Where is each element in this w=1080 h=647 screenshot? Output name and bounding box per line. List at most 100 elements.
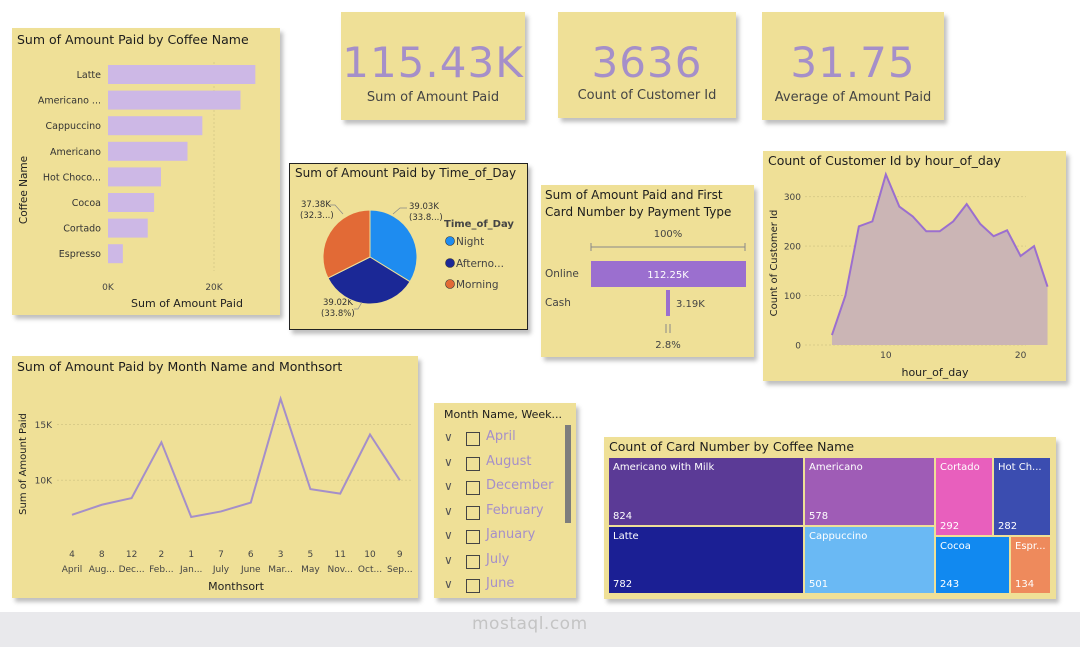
coffee-bar-chart-card[interactable]: Sum of Amount Paid by Coffee Name Coffee…	[12, 28, 280, 315]
line-series[interactable]	[71, 395, 401, 519]
slicer-title: Month Name, Week...	[444, 408, 563, 421]
treemap-cell[interactable]: Latte 782	[608, 526, 804, 594]
x-tick-sublabel: Jan...	[179, 565, 202, 575]
chevron-down-icon[interactable]: ∨	[444, 552, 453, 567]
treemap-cell[interactable]: Espr... 134	[1010, 536, 1051, 594]
chevron-down-icon[interactable]: ∨	[444, 528, 453, 542]
x-tick-sublabel: June	[240, 565, 261, 575]
treemap-cell[interactable]: Hot Ch... 282	[993, 457, 1051, 536]
y-tick-label: 15K	[35, 421, 53, 431]
hour-of-day-area-chart: Count of Customer Id hour_of_day 0 100 200…	[769, 171, 1049, 379]
y-tick-label: 10K	[35, 477, 53, 487]
x-tick-sublabel: Oct...	[358, 565, 382, 575]
treemap-cell[interactable]: Cortado 292	[935, 457, 993, 536]
treemap-cell[interactable]: Americano with Milk 824	[608, 457, 804, 526]
chevron-down-icon[interactable]: ∨	[444, 430, 453, 444]
treemap-cell[interactable]: Cocoa 243	[935, 536, 1010, 594]
month-slicer-card[interactable]: Month Name, Week... ∨ April ∨ August ∨ Decemb…	[434, 403, 576, 598]
pie-data-label-pct: (33.8...)	[409, 213, 443, 223]
x-tick-label: 20K	[205, 283, 223, 293]
x-tick-label: 8	[99, 550, 105, 560]
checkbox[interactable]	[466, 554, 480, 569]
time-of-day-pie-chart: Time_of_Day Night Afterno... Morning 39.…	[300, 200, 514, 319]
monthly-line-chart-card[interactable]: Sum of Amount Paid by Month Name and Mon…	[12, 356, 418, 598]
hour-of-day-area-card[interactable]: Count of Customer Id by hour_of_day Coun…	[763, 151, 1066, 381]
chart-title: Sum of Amount Paid by Coffee Name	[17, 32, 249, 47]
kpi-label: Count of Customer Id	[577, 88, 717, 103]
pie-data-label-value: 37.38K	[301, 200, 331, 210]
leader-line	[330, 204, 344, 215]
legend-title: Time_of_Day	[444, 219, 514, 230]
area-line[interactable]	[831, 171, 1049, 336]
pie-slice-morning[interactable]	[322, 209, 371, 279]
bar[interactable]	[108, 167, 161, 187]
kpi-card-average-amount[interactable]: 31.75 Average of Amount Paid	[762, 12, 944, 120]
slicer-item-label: April	[486, 429, 516, 444]
checkbox[interactable]	[466, 456, 480, 471]
chevron-down-icon[interactable]: ∨	[444, 454, 453, 469]
treemap-cell-value: 501	[809, 579, 829, 590]
kpi-card-sum-amount[interactable]: 115.43K Sum of Amount Paid	[341, 12, 525, 120]
area-fill	[831, 174, 1048, 345]
bar[interactable]	[108, 193, 155, 212]
chart-title: Count of Customer Id by hour_of_day	[768, 153, 1001, 168]
y-tick-label: 100	[784, 292, 801, 302]
kpi-value: 31.75	[790, 38, 916, 87]
bar[interactable]	[108, 244, 123, 264]
chart-title-line1: Sum of Amount Paid and First	[545, 188, 723, 202]
treemap-cell[interactable]: Cappuccino 501	[804, 526, 935, 594]
treemap-cell-value: 292	[940, 521, 960, 532]
category-label: Cappuccino	[46, 121, 102, 132]
slicer-list: ∨ April ∨ August ∨ December ∨ February ∨ January ∨…	[434, 429, 564, 598]
chevron-down-icon[interactable]: ∨	[444, 577, 453, 591]
category-label: Hot Choco...	[43, 172, 101, 183]
chevron-down-icon[interactable]: ∨	[444, 503, 453, 518]
x-tick-sublabel: May	[301, 565, 320, 575]
funnel-bar-online[interactable]	[591, 261, 746, 287]
kpi-value: 115.43K	[342, 38, 524, 87]
treemap-cell-name: Hot Ch...	[998, 462, 1042, 473]
category-label: Espresso	[59, 249, 101, 260]
chart-title: Sum of Amount Paid by Time_of_Day	[295, 166, 517, 180]
coffee-treemap-card[interactable]: Count of Card Number by Coffee Name Amer…	[604, 437, 1056, 599]
chart-title: Count of Card Number by Coffee Name	[609, 439, 855, 454]
treemap-cell-value: 282	[998, 521, 1018, 532]
legend-marker-night	[445, 236, 455, 246]
bar[interactable]	[108, 141, 188, 161]
slicer-scrollbar[interactable]	[565, 425, 571, 523]
pie-data-label-value: 39.03K	[409, 202, 439, 212]
checkbox[interactable]	[466, 579, 480, 593]
y-axis-label: Coffee Name	[18, 156, 30, 224]
pie-data-label-value: 39.02K	[323, 298, 353, 308]
checkbox[interactable]	[466, 432, 480, 446]
checkbox[interactable]	[466, 505, 480, 520]
checkbox[interactable]	[466, 530, 480, 544]
funnel-row-label: Cash	[545, 297, 571, 309]
bar[interactable]	[108, 116, 203, 136]
treemap-cell[interactable]: Americano 578	[804, 457, 935, 526]
payment-type-card[interactable]: Sum of Amount Paid and First Card Number…	[541, 185, 754, 357]
bar[interactable]	[108, 65, 256, 84]
y-tick-label: 300	[784, 193, 801, 203]
chevron-down-icon[interactable]: ∨	[444, 479, 453, 493]
slicer-item-label: February	[486, 502, 544, 518]
funnel-bar-cash[interactable]	[666, 290, 670, 316]
bar[interactable]	[108, 90, 241, 110]
kpi-label: Sum of Amount Paid	[366, 90, 500, 105]
time-of-day-pie-card[interactable]: Sum of Amount Paid by Time_of_Day Time_o…	[289, 163, 528, 330]
treemap-cell-name: Cappuccino	[809, 531, 868, 542]
x-tick-sublabel: Feb...	[149, 565, 174, 575]
checkbox[interactable]	[466, 481, 480, 495]
chart-title-line2: Card Number by Payment Type	[545, 205, 732, 219]
x-axis-label: hour_of_day	[901, 366, 969, 379]
slicer-item-label: December	[486, 478, 554, 493]
funnel-bar-value: 3.19K	[676, 299, 705, 310]
pie-slice-afternoon[interactable]	[327, 256, 411, 305]
bar[interactable]	[108, 218, 148, 238]
x-tick-label: 6	[248, 550, 254, 560]
y-axis-label: Sum of Amount Paid	[18, 413, 29, 515]
treemap-cell-name: Americano	[809, 462, 863, 473]
kpi-card-count-customer[interactable]: 3636 Count of Customer Id	[558, 12, 736, 118]
x-tick-label: 1	[188, 550, 194, 560]
treemap-cell-name: Cortado	[940, 462, 980, 473]
